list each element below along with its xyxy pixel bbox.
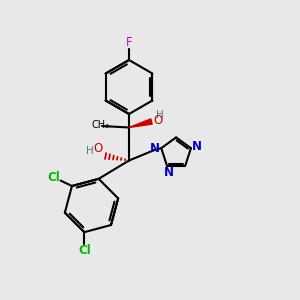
Text: CH₃: CH₃	[92, 120, 110, 130]
Text: F: F	[126, 35, 132, 49]
Text: H: H	[156, 110, 164, 120]
Text: Cl: Cl	[47, 171, 60, 184]
Text: O: O	[154, 113, 163, 127]
Text: N: N	[164, 166, 173, 179]
Text: H: H	[86, 146, 94, 156]
Text: N: N	[192, 140, 202, 153]
Text: N: N	[150, 142, 160, 155]
Polygon shape	[129, 119, 152, 128]
Text: O: O	[94, 142, 103, 155]
Text: Cl: Cl	[78, 244, 91, 257]
